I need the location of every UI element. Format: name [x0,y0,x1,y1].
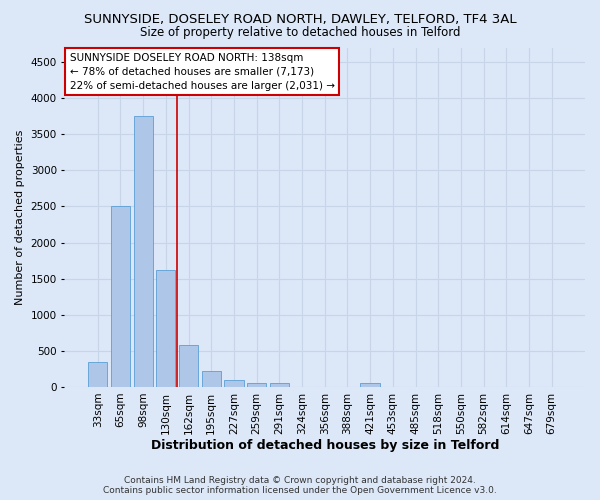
Y-axis label: Number of detached properties: Number of detached properties [15,130,25,305]
Text: Contains HM Land Registry data © Crown copyright and database right 2024.
Contai: Contains HM Land Registry data © Crown c… [103,476,497,495]
Bar [202,370,221,387]
Bar [247,384,266,387]
Text: SUNNYSIDE, DOSELEY ROAD NORTH, DAWLEY, TELFORD, TF4 3AL: SUNNYSIDE, DOSELEY ROAD NORTH, DAWLEY, T… [83,12,517,26]
Bar [111,206,130,387]
Bar [361,384,380,387]
Text: SUNNYSIDE DOSELEY ROAD NORTH: 138sqm
← 78% of detached houses are smaller (7,173: SUNNYSIDE DOSELEY ROAD NORTH: 138sqm ← 7… [70,52,335,90]
Bar [156,270,175,387]
Bar [269,384,289,387]
Text: Size of property relative to detached houses in Telford: Size of property relative to detached ho… [140,26,460,39]
Bar [224,380,244,387]
Bar [179,346,198,387]
Bar [134,116,153,387]
X-axis label: Distribution of detached houses by size in Telford: Distribution of detached houses by size … [151,440,499,452]
Bar [88,362,107,387]
